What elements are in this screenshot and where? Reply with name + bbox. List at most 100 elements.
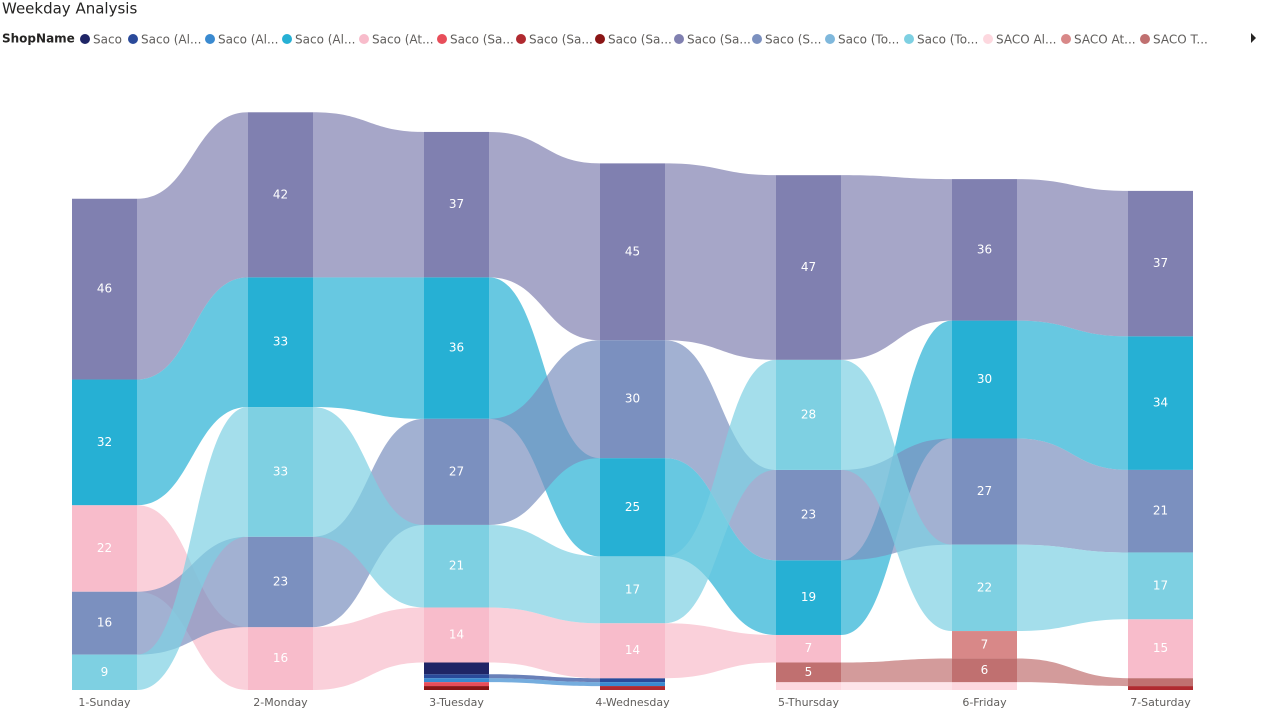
x-tick-label: 2-Monday — [253, 696, 308, 709]
bar-segment — [424, 662, 489, 675]
bar-segment — [1128, 678, 1193, 687]
ribbon — [489, 340, 600, 525]
ribbon — [841, 175, 952, 360]
x-tick-label: 7-Saturday — [1130, 696, 1191, 709]
data-label: 36 — [977, 242, 992, 256]
bar-segment — [424, 607, 489, 663]
x-tick-label: 3-Tuesday — [429, 696, 484, 709]
data-label: 27 — [449, 464, 464, 478]
data-label: 45 — [625, 244, 640, 258]
ribbon — [665, 340, 776, 561]
bar-segment — [424, 686, 489, 690]
legend-marker — [359, 34, 369, 44]
bar-segment — [72, 505, 137, 592]
ribbon — [841, 359, 952, 632]
legend-title: ShopName — [2, 32, 75, 46]
legend-label: Saco (Al... — [218, 33, 278, 47]
legend-marker — [282, 34, 292, 44]
bar-segment — [424, 678, 489, 683]
bar-segment — [952, 631, 1017, 659]
data-label: 21 — [1153, 504, 1168, 518]
x-tick-label: 6-Friday — [962, 696, 1007, 709]
legend-marker — [825, 34, 835, 44]
bar-segment — [600, 682, 665, 687]
legend-label: Saco (Al... — [141, 33, 201, 47]
ribbon — [1017, 320, 1128, 470]
bar-segment — [1128, 619, 1193, 679]
bar-segment — [776, 634, 841, 663]
bar-segment — [952, 438, 1017, 545]
data-label: 30 — [977, 372, 992, 386]
legend-marker — [674, 34, 684, 44]
data-label: 36 — [449, 341, 464, 355]
bar-segment — [1128, 552, 1193, 620]
ribbon — [665, 163, 776, 360]
ribbon — [489, 678, 600, 687]
data-label: 7 — [981, 637, 989, 651]
bar-segment — [776, 560, 841, 635]
data-label: 14 — [625, 643, 640, 657]
legend-marker — [983, 34, 993, 44]
ribbon — [137, 112, 248, 380]
x-tick-label: 5-Thursday — [778, 696, 840, 709]
bar-segment — [248, 407, 313, 537]
legend-label: Saco (Sa... — [687, 33, 751, 47]
bar-segment — [72, 591, 137, 655]
data-label: 37 — [1153, 256, 1168, 270]
legend-label: Saco (To... — [917, 33, 978, 47]
data-label: 22 — [97, 541, 112, 555]
bar-segment — [72, 654, 137, 690]
data-label: 7 — [805, 641, 813, 655]
bar-segment — [776, 175, 841, 360]
bar-segment — [600, 340, 665, 459]
legend-label: SACO T... — [1153, 33, 1208, 47]
data-label: 33 — [273, 464, 288, 478]
ribbon — [313, 607, 424, 690]
bar-segment — [600, 556, 665, 624]
ribbon — [841, 682, 952, 690]
legend-marker — [595, 34, 605, 44]
legend-marker — [752, 34, 762, 44]
bar-segment — [72, 198, 137, 380]
data-label: 28 — [801, 407, 816, 421]
legend-marker — [1061, 34, 1071, 44]
legend-marker — [128, 34, 138, 44]
x-tick-label: 4-Wednesday — [595, 696, 670, 709]
data-label: 17 — [625, 582, 640, 596]
ribbon — [1017, 544, 1128, 632]
bar-segment — [248, 112, 313, 278]
data-label: 23 — [801, 508, 816, 522]
bar-segment — [1128, 190, 1193, 337]
data-label: 19 — [801, 590, 816, 604]
legend-label: Saco (At... — [372, 33, 434, 47]
bar-segment — [424, 131, 489, 278]
data-label: 25 — [625, 500, 640, 514]
ribbon — [1017, 438, 1128, 553]
legend-label: SACO Al... — [996, 33, 1056, 47]
legend-label: Saco (S... — [765, 33, 821, 47]
bars: 32 22 46 16 9 33 16 42 23 33 36 14 37 27 21 25 14 45 30 17 1… — [72, 112, 1193, 690]
data-label: 47 — [801, 260, 816, 274]
bar-segment — [424, 674, 489, 679]
data-label: 32 — [97, 435, 112, 449]
data-label: 23 — [273, 574, 288, 588]
legend-marker — [1140, 34, 1150, 44]
data-label: 33 — [273, 335, 288, 349]
bar-segment — [1128, 686, 1193, 690]
bar-segment — [1128, 469, 1193, 553]
data-label: 27 — [977, 484, 992, 498]
ribbon — [313, 407, 424, 608]
bar-segment — [952, 544, 1017, 632]
bar-segment — [600, 623, 665, 679]
bar-segment — [248, 627, 313, 690]
x-tick-label: 1-Sunday — [78, 696, 131, 709]
legend-marker — [516, 34, 526, 44]
data-label: 34 — [1153, 396, 1168, 410]
legend-label: Saco (Sa... — [529, 33, 593, 47]
bar-segment — [1128, 336, 1193, 470]
bar-segment — [952, 179, 1017, 321]
bar-segment — [424, 277, 489, 419]
legend-next[interactable] — [1251, 33, 1256, 43]
bar-segment — [952, 320, 1017, 439]
